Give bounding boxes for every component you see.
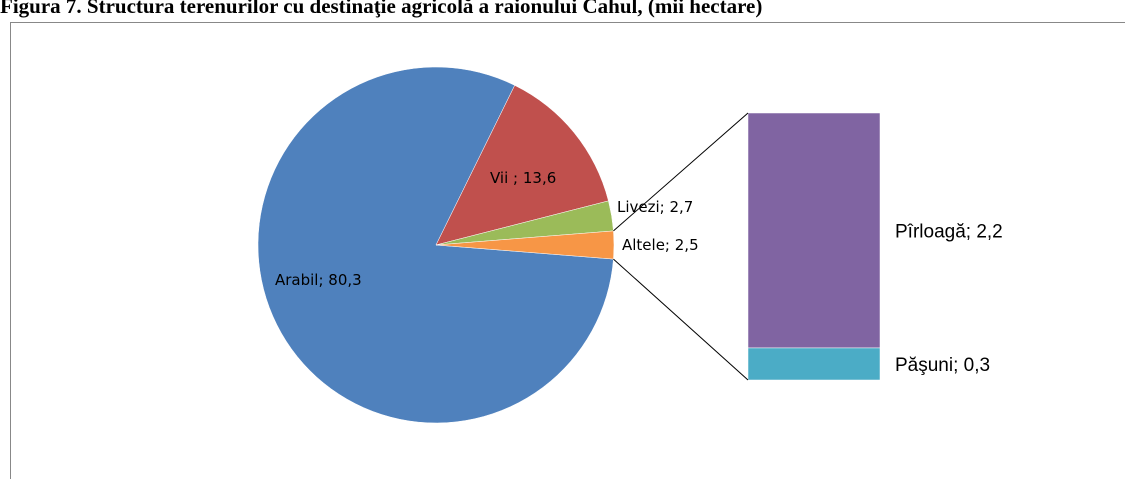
data-label: Livezi; 2,7 [617, 198, 693, 216]
data-label: Altele; 2,5 [622, 236, 699, 254]
data-label: Păşuni; 0,3 [895, 355, 990, 376]
data-label: Pîrloagă; 2,2 [895, 221, 1003, 242]
chart-frame [10, 22, 1125, 479]
data-label: Vii ; 13,6 [490, 169, 556, 187]
connector-line [613, 112, 749, 232]
data-label: Arabil; 80,3 [275, 271, 362, 289]
pie-slice [435, 230, 615, 260]
chart-title: Figura 7. Structura terenurilor cu desti… [0, 0, 762, 18]
bar-segment [747, 112, 881, 349]
bar-segment [747, 347, 881, 381]
pie-slice [435, 85, 609, 246]
connector-line [613, 258, 749, 381]
